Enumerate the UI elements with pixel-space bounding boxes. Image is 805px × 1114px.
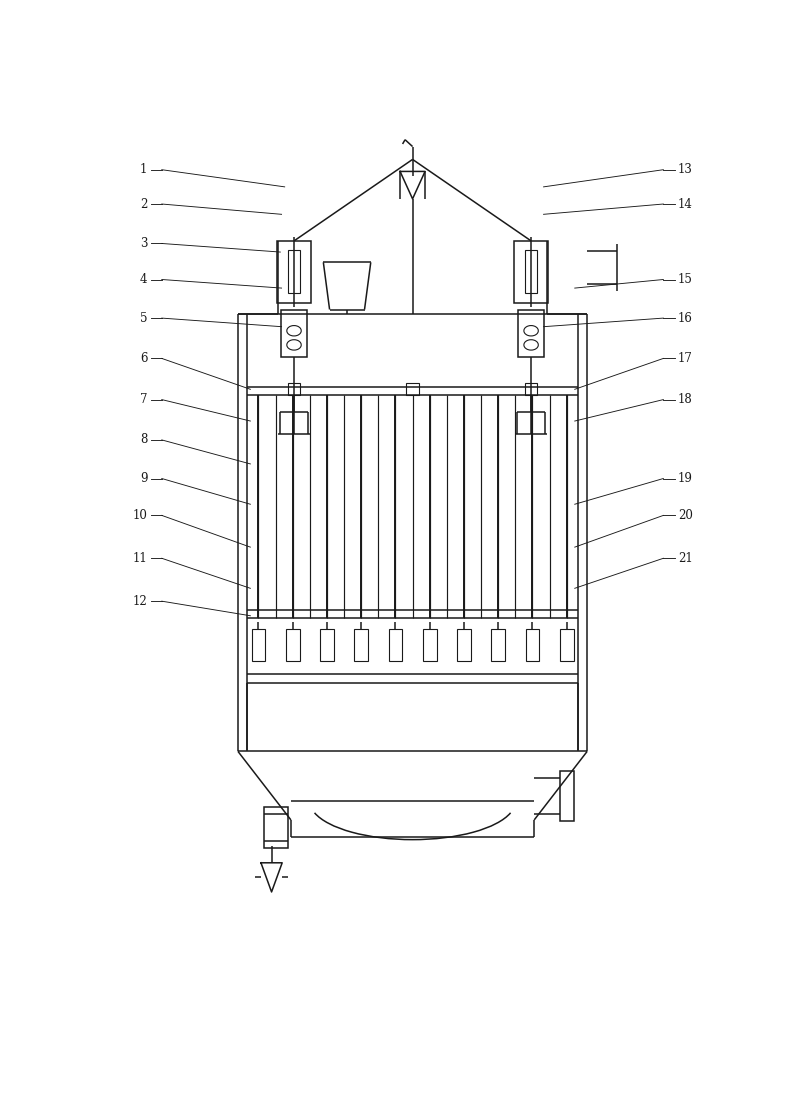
Bar <box>252 628 266 662</box>
Bar <box>288 251 299 293</box>
Text: 9: 9 <box>140 472 147 485</box>
Text: 1: 1 <box>140 164 147 176</box>
Text: 20: 20 <box>678 509 692 521</box>
Bar <box>525 383 537 395</box>
Text: 5: 5 <box>140 312 147 324</box>
Bar <box>491 628 505 662</box>
Text: 14: 14 <box>678 197 692 211</box>
Bar <box>320 628 334 662</box>
Bar <box>559 628 573 662</box>
Bar <box>560 771 574 821</box>
Bar <box>407 383 419 395</box>
Text: 11: 11 <box>133 551 147 565</box>
Bar <box>286 628 299 662</box>
Bar <box>288 383 300 395</box>
Bar <box>526 251 537 293</box>
Bar <box>389 628 402 662</box>
Bar <box>281 310 308 356</box>
Bar <box>423 628 436 662</box>
Text: 17: 17 <box>678 352 692 365</box>
Text: 13: 13 <box>678 164 692 176</box>
Text: 16: 16 <box>678 312 692 324</box>
Text: 18: 18 <box>678 393 692 407</box>
Text: 15: 15 <box>678 273 692 286</box>
Bar <box>514 241 548 303</box>
Text: 3: 3 <box>140 237 147 250</box>
Text: 19: 19 <box>678 472 692 485</box>
Text: 7: 7 <box>140 393 147 407</box>
Bar <box>277 241 312 303</box>
Text: 10: 10 <box>133 509 147 521</box>
Bar <box>526 628 539 662</box>
Bar <box>264 807 288 848</box>
Bar <box>457 628 471 662</box>
Text: 2: 2 <box>140 197 147 211</box>
Bar <box>354 628 368 662</box>
Bar <box>518 310 544 356</box>
Text: 8: 8 <box>140 433 147 447</box>
Text: 4: 4 <box>140 273 147 286</box>
Text: 21: 21 <box>678 551 692 565</box>
Text: 6: 6 <box>140 352 147 365</box>
Text: 12: 12 <box>133 595 147 607</box>
